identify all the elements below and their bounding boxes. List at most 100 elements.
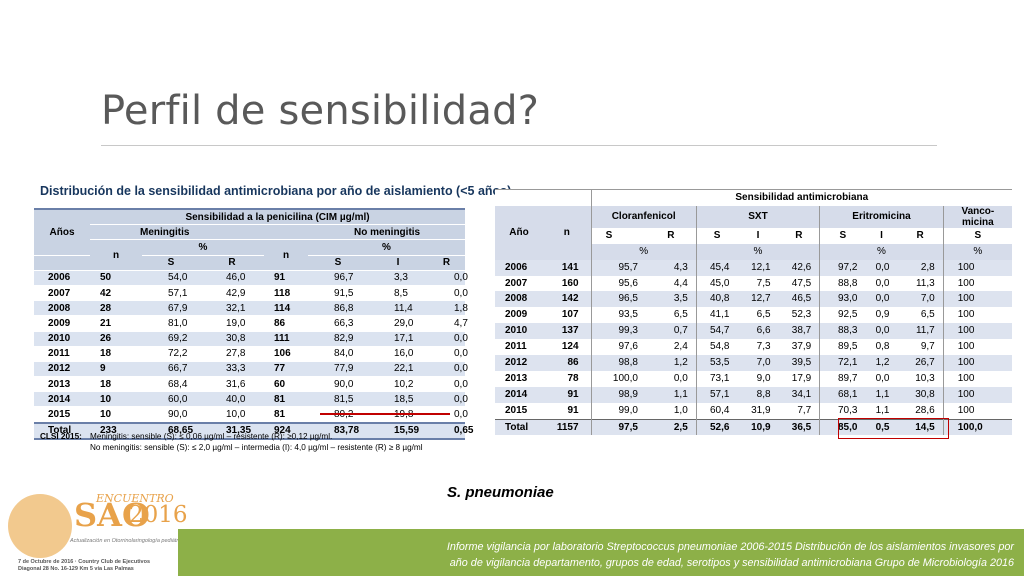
cloranfenicol-s-cell: 98,8: [590, 355, 646, 371]
eritromicina-r-cell: 10,3: [897, 370, 944, 387]
meningitis-r-cell: 19,0: [200, 315, 264, 332]
col-header-sxt: SXT: [695, 205, 820, 228]
footer-line-2: año de vigilancia departamento, grupos d…: [449, 557, 1014, 569]
col-header-vancomicina: Vanco- micina: [942, 205, 1012, 228]
no-meningitis-n-cell: 118: [264, 285, 308, 302]
total-label: Total: [34, 421, 90, 440]
cloranfenicol-s-cell: 93,5: [590, 307, 646, 324]
vancomicina-s-cell: 100: [942, 355, 1012, 371]
col-header-s: S: [819, 227, 866, 244]
no-meningitis-n-cell: 114: [264, 300, 308, 317]
col-header-sensibilidad: Sensibilidad a la penicilina (CIM µg/ml): [90, 208, 466, 226]
n-cell: 160: [543, 275, 592, 292]
eritromicina-i-cell: 0,8: [865, 339, 898, 356]
no-meningitis-s-cell: 77,9: [308, 361, 368, 378]
table-row: 2008 28 67,9 32,1 114 86,8 11,4 1,8: [34, 300, 468, 317]
logo-subtitle: Actualización en Otorrinolaringología pe…: [70, 538, 186, 544]
n-cell: 78: [543, 370, 592, 387]
col-header-meningitis: Meningitis: [90, 224, 264, 241]
table-row: 2010 26 69,2 30,8 111 82,9 17,1 0,0: [34, 331, 468, 347]
left-table-caption: Distribución de la sensibilidad antimicr…: [40, 184, 512, 198]
sxt-s-cell: 52,6: [695, 418, 738, 436]
table-row: 2009 21 81,0 19,0 86 66,3 29,0 4,7: [34, 315, 468, 332]
sxt-r-cell: 47,5: [778, 275, 820, 292]
antimicrobial-table: Sensibilidad antimicrobiana Año n Cloran…: [495, 188, 1012, 436]
col-header-i: I: [865, 227, 898, 244]
table-row: 2009 107 93,5 6,5 41,1 6,5 52,3 92,5 0,9 6,5 100: [495, 307, 1012, 324]
year-cell: 2013: [34, 376, 90, 393]
sxt-r-cell: 34,1: [778, 386, 820, 403]
meningitis-n-total: 233: [90, 421, 142, 440]
no-meningitis-s-cell: 66,3: [308, 315, 368, 332]
year-cell: 2006: [495, 259, 544, 276]
no-meningitis-r-cell: 0,0: [428, 270, 468, 286]
vancomicina-s-cell: 100: [942, 291, 1012, 308]
cloranfenicol-s-cell: 98,9: [590, 386, 646, 403]
cloranfenicol-s-cell: 95,6: [590, 275, 646, 292]
col-header-n: n: [543, 205, 592, 260]
meningitis-r-cell: 10,0: [200, 406, 264, 424]
col-header-r: R: [778, 227, 820, 244]
antimicrobial-table-container: Sensibilidad antimicrobiana Año n Cloran…: [495, 188, 1012, 436]
meningitis-n-cell: 50: [90, 270, 142, 286]
meningitis-s-cell: 68,4: [142, 376, 200, 393]
col-header-s: S: [308, 255, 368, 271]
cloranfenicol-s-cell: 96,5: [590, 291, 646, 308]
year-cell: Total: [495, 418, 544, 436]
cloranfenicol-r-cell: 1,1: [645, 386, 697, 403]
sxt-i-cell: 9,0: [737, 370, 779, 387]
eritromicina-s-cell: 89,7: [819, 370, 866, 387]
meningitis-s-cell: 72,2: [142, 346, 200, 362]
no-meningitis-i-cell: 22,1: [368, 361, 428, 378]
col-header-no-meningitis: No meningitis: [264, 224, 466, 241]
sxt-s-cell: 54,7: [695, 323, 738, 340]
meningitis-n-cell: 18: [90, 346, 142, 362]
sxt-i-cell: 6,5: [737, 307, 779, 324]
eritromicina-i-cell: 0,0: [865, 259, 898, 276]
table-row: 2011 124 97,6 2,4 54,8 7,3 37,9 89,5 0,8 9,7 100: [495, 339, 1012, 356]
sxt-i-cell: 10,9: [737, 418, 779, 436]
meningitis-n-cell: 18: [90, 376, 142, 393]
meningitis-s-cell: 90,0: [142, 406, 200, 424]
eritromicina-s-cell: 92,5: [819, 307, 866, 324]
col-header-ano: Año: [495, 205, 544, 260]
col-header-s: S: [590, 227, 646, 244]
vancomicina-s-cell: 100: [942, 339, 1012, 356]
meningitis-n-cell: 21: [90, 315, 142, 332]
meningitis-r-cell: 46,0: [200, 270, 264, 286]
penicillin-table: Años Sensibilidad a la penicilina (CIM µ…: [34, 207, 473, 440]
year-cell: 2007: [495, 275, 544, 292]
col-header-n: n: [264, 239, 308, 271]
table-row: 2007 160 95,6 4,4 45,0 7,5 47,5 88,8 0,0 11,3 100: [495, 275, 1012, 292]
cloranfenicol-r-cell: 0,7: [645, 323, 697, 340]
vancomicina-s-cell: 100,0: [942, 418, 1012, 436]
eritromicina-r-cell: 11,3: [897, 275, 944, 292]
eritromicina-s-cell: 97,2: [819, 259, 866, 276]
cloranfenicol-s-cell: 99,0: [590, 402, 646, 420]
year-cell: 2006: [34, 270, 90, 286]
sxt-r-cell: 36,5: [778, 418, 820, 436]
no-meningitis-s-cell: 91,5: [308, 285, 368, 302]
no-meningitis-s-cell: 81,5: [308, 391, 368, 408]
cloranfenicol-s-cell: 100,0: [590, 370, 646, 387]
table-row: 2012 86 98,8 1,2 53,5 7,0 39,5 72,1 1,2 26,7 100: [495, 355, 1012, 371]
sxt-i-cell: 7,5: [737, 275, 779, 292]
sxt-s-cell: 53,5: [695, 355, 738, 371]
n-cell: 86: [543, 355, 592, 371]
col-header-n: n: [90, 239, 142, 271]
sxt-s-cell: 54,8: [695, 339, 738, 356]
no-meningitis-s-cell: 84,0: [308, 346, 368, 362]
year-cell: 2012: [34, 361, 90, 378]
no-meningitis-i-cell: 18,5: [368, 391, 428, 408]
eritromicina-s-cell: 68,1: [819, 386, 866, 403]
col-header-s: S: [142, 255, 200, 271]
eritromicina-r-cell: 11,7: [897, 323, 944, 340]
sxt-s-cell: 57,1: [695, 386, 738, 403]
year-cell: 2013: [495, 370, 544, 387]
year-cell: 2014: [495, 386, 544, 403]
logo-face-icon: [8, 494, 72, 558]
col-header-pct: %: [819, 243, 944, 260]
meningitis-s-total: 68,65: [142, 421, 200, 440]
eritromicina-i-cell: 0,0: [865, 275, 898, 292]
n-cell: 141: [543, 259, 592, 276]
